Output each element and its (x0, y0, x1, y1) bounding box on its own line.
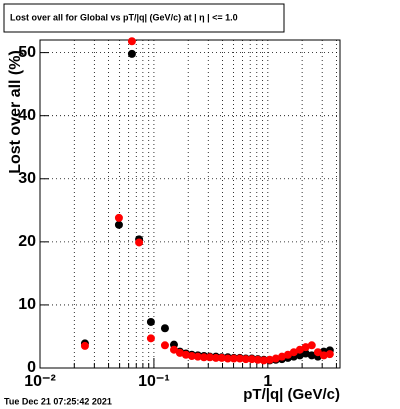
data-point (114, 213, 123, 222)
data-point (127, 49, 136, 58)
data-point (259, 356, 268, 365)
data-point (319, 351, 328, 360)
data-point (229, 354, 238, 363)
y-axis-label: Lost over all (%) (7, 50, 24, 174)
x-axis-label: pT/|q| (GeV/c) (243, 386, 340, 403)
data-point (146, 334, 155, 343)
data-point (241, 355, 250, 364)
data-point (271, 354, 280, 363)
x-tick-label: 10⁻¹ (138, 373, 170, 390)
data-point (247, 355, 256, 364)
data-point (325, 350, 334, 359)
data-point (313, 348, 322, 357)
data-point (307, 341, 316, 350)
data-point (301, 343, 310, 352)
plot-area (40, 40, 340, 368)
data-point (217, 353, 226, 362)
chart-title: Lost over all for Global vs pT/|q| (GeV/… (10, 12, 238, 22)
data-point (146, 317, 155, 326)
data-point (187, 352, 196, 361)
data-point (235, 354, 244, 363)
y-tick-label: 20 (18, 233, 36, 250)
data-point (211, 353, 220, 362)
data-point (169, 345, 178, 354)
y-tick-label: 40 (18, 107, 36, 124)
y-tick-label: 30 (18, 170, 36, 187)
data-point (253, 355, 262, 364)
data-point (135, 238, 144, 247)
data-point (301, 349, 310, 358)
data-point (289, 348, 298, 357)
data-point (160, 341, 169, 350)
footer-date: Tue Dec 21 07:25:42 2021 (4, 396, 112, 406)
y-tick-label: 0 (27, 359, 36, 376)
data-point (205, 353, 214, 362)
data-point (127, 37, 136, 46)
x-tick-label: 10⁻² (24, 373, 56, 390)
data-point (223, 354, 232, 363)
data-point (175, 348, 184, 357)
y-tick-label: 10 (18, 296, 36, 313)
data-point (199, 353, 208, 362)
data-point (160, 324, 169, 333)
data-point (114, 220, 123, 229)
x-tick-label: 1 (263, 373, 272, 390)
data-point (80, 341, 89, 350)
title-box (3, 3, 285, 33)
data-point (193, 352, 202, 361)
y-tick-label: 50 (18, 44, 36, 61)
plot-frame (39, 39, 341, 369)
data-point (307, 351, 316, 360)
data-point (265, 355, 274, 364)
